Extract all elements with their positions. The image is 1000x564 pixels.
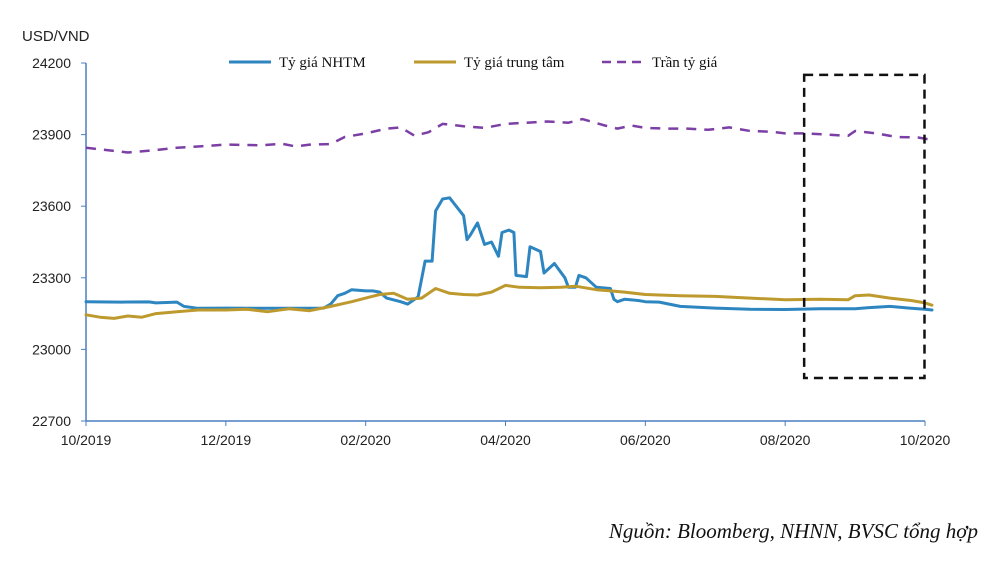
series-line-1 [84,196,934,312]
y-tick-label: 23300 [32,270,71,286]
highlight-box [802,73,926,380]
legend-label-3: Trần tỷ giá [652,55,718,71]
y-axis: 22700 23000 23300 23600 23900 24200 [32,55,87,429]
x-tick-label: 10/2020 [900,432,951,448]
series-line-3 [85,117,933,154]
x-axis: 10/2019 12/2019 02/2020 04/2020 06/2020 08/20… [61,420,951,448]
y-tick-label: 23000 [32,341,71,357]
y-tick-label: 24200 [32,55,71,71]
series-line-2 [84,283,934,320]
legend-label-2: Tỷ giá trung tâm [464,55,565,71]
y-tick-label: 23900 [32,127,71,143]
x-tick-label: 02/2020 [340,432,391,448]
legend: Tỷ giá NHTM Tỷ giá trung tâm Trần tỷ giá [229,55,718,71]
x-tick-label: 12/2019 [201,432,252,448]
x-tick-label: 10/2019 [61,432,112,448]
series-lines [84,117,934,320]
source-note: Nguồn: Bloomberg, NHNN, BVSC tổng hợp [608,519,978,543]
y-tick-label: 22700 [32,413,71,429]
x-tick-label: 04/2020 [480,432,531,448]
legend-label-1: Tỷ giá NHTM [279,55,366,71]
y-tick-label: 23600 [32,198,71,214]
highlight-rectangle [802,73,926,380]
x-tick-label: 08/2020 [760,432,811,448]
y-axis-unit-label: USD/VND [22,28,90,45]
x-tick-label: 06/2020 [620,432,671,448]
